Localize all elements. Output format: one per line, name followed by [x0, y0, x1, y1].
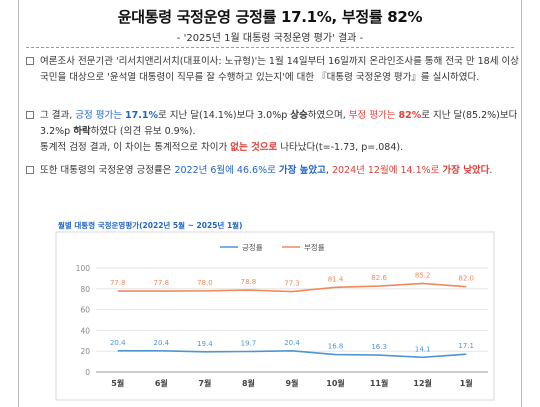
negative-label: 부정 평가는 — [348, 110, 399, 121]
chart-title: 월별 대통령 국정운영평가(2022년 5월 ~ 2025년 1월) — [58, 221, 243, 230]
lowest-date: 2024년 12월에 14.1%로 — [331, 165, 443, 176]
text-span: 그 결과, — [40, 110, 76, 121]
x-tick-label: 9월 — [286, 378, 299, 388]
lowest-phrase: 가장 낮았다 — [442, 165, 490, 176]
page-subtitle: - '2025년 1월 대통령 국정운영 평가' 결과 - — [176, 33, 364, 44]
negative-value: 82% — [398, 110, 422, 121]
data-label: 19.7 — [241, 340, 257, 348]
y-tick-label: 100 — [76, 264, 91, 273]
square-bullet-icon — [26, 111, 34, 119]
paragraph-results: 그 결과, 긍정 평가는 17.1%로 지난 달(14.1%)보다 3.0%p … — [26, 108, 522, 156]
square-bullet-icon — [26, 166, 34, 174]
data-label: 77.8 — [154, 279, 170, 287]
data-label: 20.4 — [154, 339, 170, 347]
text-span: , — [325, 165, 332, 176]
square-bullet-icon — [26, 57, 34, 65]
data-label: 16.3 — [371, 343, 387, 351]
text-span: 나타났다(t=-1.73, p=.084). — [277, 142, 404, 153]
x-tick-label: 7월 — [198, 378, 211, 388]
data-label: 16.8 — [328, 343, 344, 351]
data-label: 78.0 — [197, 279, 213, 287]
text-span: 로 지난 달(85.2%)보다 3.2%p — [40, 110, 518, 137]
paragraph-text: 또한 대통령의 국정운영 긍정률은 2022년 6월에 46.6%로 가장 높았… — [40, 163, 522, 179]
text-span: 하였으며, — [307, 110, 349, 121]
text-span: 또한 대통령의 국정운영 긍정률은 — [40, 165, 175, 176]
data-label: 78.8 — [241, 278, 257, 286]
legend-label: 긍정률 — [242, 242, 263, 252]
x-tick-label: 5월 — [111, 378, 124, 388]
data-label: 77.8 — [110, 279, 126, 287]
x-tick-label: 10월 — [326, 378, 345, 388]
positive-value: 17.1% — [125, 110, 158, 121]
page-frame — [18, 0, 522, 407]
data-label: 81.4 — [328, 275, 344, 283]
approval-chart: 월별 대통령 국정운영평가(2022년 5월 ~ 2025년 1월) 0 20 40… — [48, 214, 498, 402]
text-span: . — [489, 165, 493, 176]
data-label: 20.4 — [110, 339, 126, 347]
text-span: 통계적 검정 결과, 이 차이는 통계적으로 차이가 — [40, 142, 231, 153]
highest-date: 2022년 6월에 46.6%로 — [174, 165, 279, 176]
legend-label: 부정률 — [304, 242, 325, 252]
x-tick-label: 6월 — [155, 378, 168, 388]
y-tick-label: 20 — [80, 347, 90, 356]
data-label: 20.4 — [284, 339, 300, 347]
y-tick-label: 0 — [85, 368, 90, 377]
no-difference-phrase: 없는 것으로 — [230, 142, 278, 153]
series-line-negative — [117, 282, 467, 293]
data-label: 14.1 — [415, 345, 431, 353]
x-tick-label: 1월 — [460, 378, 473, 388]
data-label: 82.0 — [458, 275, 474, 283]
data-label: 82.6 — [371, 274, 387, 282]
data-label: 17.1 — [458, 342, 474, 350]
y-tick-label: 40 — [80, 326, 90, 335]
series-line-positive — [117, 349, 467, 359]
data-label: 77.3 — [284, 280, 300, 288]
highest-phrase: 가장 높았고 — [278, 165, 326, 176]
text-span: 로 지난 달(14.1%)보다 3.0%p — [158, 110, 291, 121]
positive-label: 긍정 평가는 — [75, 110, 126, 121]
y-tick-label: 80 — [80, 285, 90, 294]
paragraph-survey-intro: 여론조사 전문기관 '리서치앤리서치(대표이사: 노규형)'는 1월 14일부터… — [26, 54, 522, 86]
text-span: 하였다 (의견 유보 0.9%). — [90, 126, 196, 137]
paragraph-highlow: 또한 대통령의 국정운영 긍정률은 2022년 6월에 46.6%로 가장 높았… — [26, 163, 522, 179]
chart-frame — [55, 231, 495, 401]
paragraph-text: 그 결과, 긍정 평가는 17.1%로 지난 달(14.1%)보다 3.0%p … — [40, 108, 522, 156]
x-tick-label: 12월 — [413, 378, 432, 388]
rise-word: 상승 — [290, 110, 308, 121]
chart-svg: 0 20 40 60 80 100 5월 6월 7월 8월 9월 10월 11월 12월 1월 긍정률 부정률 2… — [55, 231, 495, 401]
data-label: 85.2 — [415, 271, 431, 279]
paragraph-text: 여론조사 전문기관 '리서치앤리서치(대표이사: 노규형)'는 1월 14일부터… — [40, 56, 519, 83]
fall-word: 하락 — [73, 126, 91, 137]
page-title: 윤대통령 국정운영 긍정률 17.1%, 부정률 82% — [117, 8, 423, 26]
x-tick-label: 8월 — [242, 378, 255, 388]
divider — [26, 47, 514, 48]
x-tick-label: 11월 — [370, 378, 389, 388]
y-tick-label: 60 — [80, 306, 90, 315]
data-label: 19.4 — [197, 340, 213, 348]
